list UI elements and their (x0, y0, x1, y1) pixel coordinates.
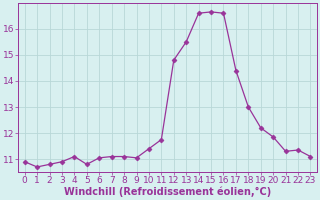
X-axis label: Windchill (Refroidissement éolien,°C): Windchill (Refroidissement éolien,°C) (64, 187, 271, 197)
